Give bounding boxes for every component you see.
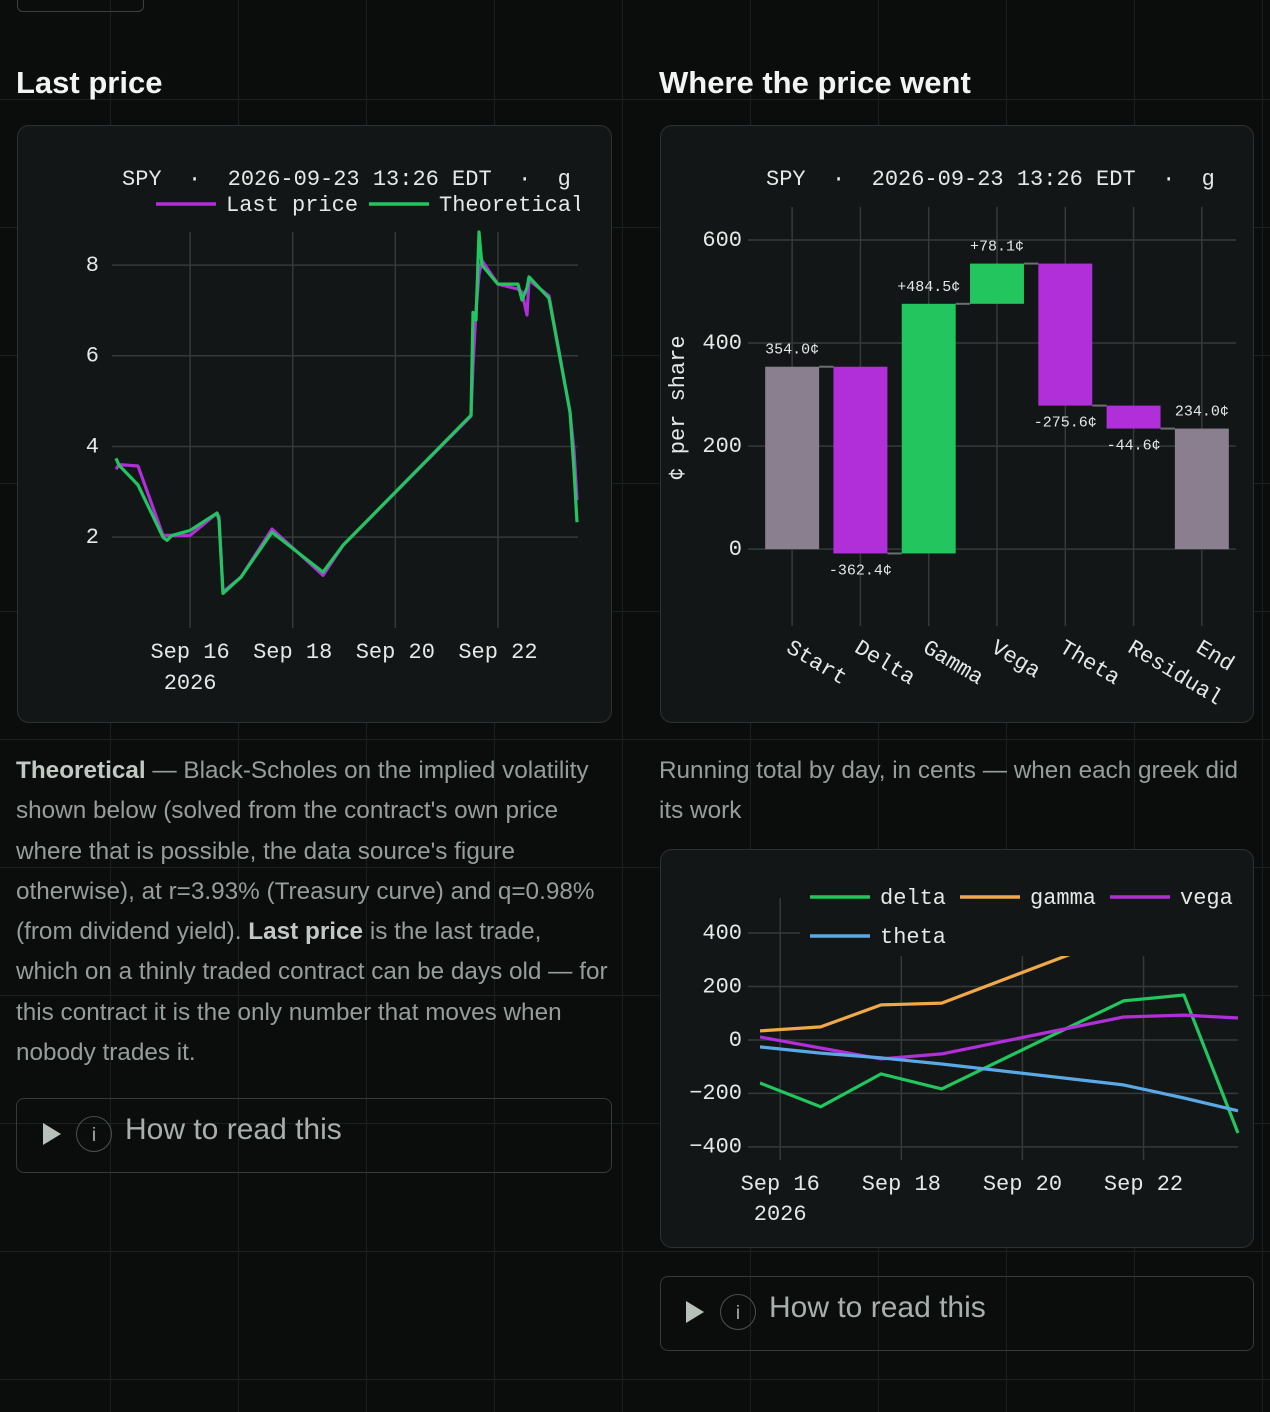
y-tick-label: 0 (729, 537, 742, 562)
legend-label: vega (1180, 886, 1233, 911)
y-tick-label: 6 (86, 344, 99, 369)
series-line (760, 1013, 1239, 1061)
bar (1038, 263, 1093, 406)
value-label: -44.6¢ (1107, 438, 1161, 455)
y-tick-label: 200 (702, 434, 742, 459)
disclosure-icon (686, 1301, 704, 1323)
legend-label: theta (880, 925, 946, 950)
x-tick-label: Delta (850, 636, 919, 691)
chart-title: SPY · 2026-09-23 13:26 EDT · g (766, 167, 1215, 192)
bar (901, 303, 956, 554)
details-toggle[interactable]: i How to read this (16, 1098, 612, 1173)
note-text: — Black-Scholes on the implied volatilit… (16, 757, 595, 946)
y-tick-label: 8 (86, 253, 99, 278)
value-label: +484.5¢ (897, 279, 960, 296)
x-tick-label: Sep 18 (253, 640, 332, 665)
info-icon: i (720, 1294, 756, 1330)
note-text: is the last trade, which on a thinly tra… (16, 918, 608, 1067)
y-tick-label: −200 (689, 1081, 742, 1106)
value-label: 354.0¢ (765, 342, 819, 359)
chart-title: SPY · 2026-09-23 13:26 EDT · g (122, 167, 571, 192)
legend: delta gamma vega theta (800, 878, 1250, 956)
x-tick-label: End (1191, 636, 1238, 678)
x-tick-label: Vega (986, 636, 1044, 685)
x-tick-label: Sep 22 (458, 640, 537, 665)
note: Theoretical — Black-Scholes on the impli… (16, 751, 608, 1073)
value-label: 234.0¢ (1175, 404, 1229, 421)
value-label: -275.6¢ (1034, 415, 1097, 432)
x-tick-label: Sep 20 (983, 1172, 1062, 1197)
x-tick-label: Start (782, 636, 851, 691)
series-line (760, 993, 1240, 1134)
y-tick-label: 600 (702, 228, 742, 253)
details-label: How to read this (125, 1113, 342, 1146)
x-tick-label: Sep 16 (741, 1172, 820, 1197)
triangle (686, 1301, 704, 1323)
legend: Last price Theoretical (156, 193, 584, 218)
series-line (760, 1045, 1239, 1113)
legend-label: Theoretical (439, 193, 584, 218)
y-tick-label: 0 (729, 1028, 742, 1053)
chart: −400 −200 0 200 400 Sep 16 2026 Sep 18 Sep 20 Sep… (689, 878, 1250, 1227)
details-label: How to read this (769, 1291, 986, 1324)
chart-card (17, 125, 612, 723)
x-tick-label: Sep 20 (356, 640, 435, 665)
bar (970, 263, 1024, 304)
top-button[interactable] (17, 0, 144, 12)
x-year-label: 2026 (754, 1202, 807, 1227)
note-term: Theoretical (16, 757, 146, 784)
x-year-label: 2026 (164, 671, 217, 696)
legend-label: delta (880, 886, 946, 911)
bar (1106, 405, 1161, 429)
caption: Running total by day, in cents — when ea… (659, 757, 1238, 825)
x-tick-label: Sep 22 (1104, 1172, 1183, 1197)
y-tick-label: 200 (702, 974, 742, 999)
y-tick-label: 4 (86, 434, 99, 459)
x-tick-label: Sep 16 (150, 640, 229, 665)
series-line (114, 230, 579, 595)
y-tick-label: 2 (86, 525, 99, 550)
x-tick-label: Theta (1055, 636, 1124, 691)
chart: SPY · 2026-09-23 13:26 EDT · g 2 4 6 8 Sep 16… (86, 167, 584, 696)
disclosure-icon (43, 1123, 61, 1145)
x-tick-label: Sep 18 (862, 1172, 941, 1197)
value-label: +78.1¢ (970, 239, 1024, 256)
legend-label: gamma (1030, 886, 1096, 911)
bar (1174, 428, 1229, 550)
note-term: Last price (248, 918, 364, 946)
info-icon: i (76, 1116, 112, 1152)
plot-area (114, 230, 579, 595)
legend-label: Last price (226, 193, 358, 218)
chart: SPY · 2026-09-23 13:26 EDT · g 0 200 400 600… (666, 167, 1238, 712)
legend-background (800, 878, 1250, 956)
y-tick-label: 400 (702, 921, 742, 946)
bar (833, 366, 888, 554)
triangle (43, 1123, 61, 1145)
heading: Last price (16, 65, 163, 100)
heading: Where the price went (659, 65, 971, 100)
details-toggle[interactable]: i How to read this (660, 1276, 1254, 1351)
bar (765, 366, 820, 550)
y-axis-title: ¢ per share (666, 335, 691, 480)
x-tick-label: Gamma (918, 636, 987, 691)
y-tick-label: 400 (702, 331, 742, 356)
y-tick-label: −400 (689, 1135, 742, 1160)
value-label: -362.4¢ (829, 562, 892, 579)
